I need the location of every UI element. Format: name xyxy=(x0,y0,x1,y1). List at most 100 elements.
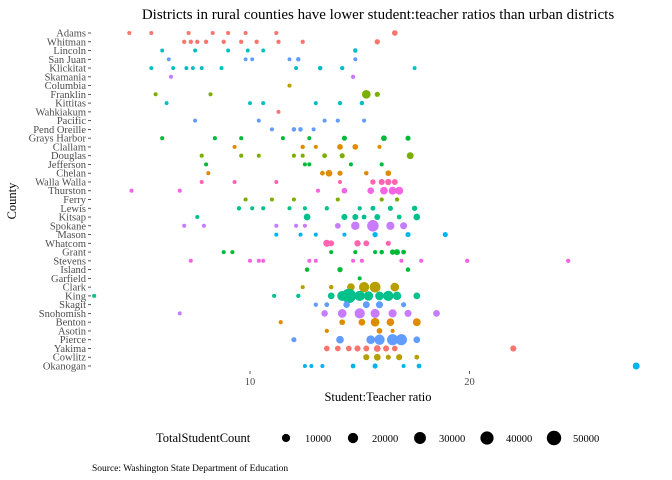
y-tick-label: Grays Harbor xyxy=(29,134,87,145)
data-point xyxy=(313,302,318,307)
legend-size-label: 20000 xyxy=(372,434,398,445)
data-point xyxy=(396,214,402,220)
data-point xyxy=(298,232,303,237)
data-point xyxy=(193,118,198,123)
data-point xyxy=(391,179,398,185)
data-point xyxy=(307,258,312,263)
data-point xyxy=(370,308,380,318)
data-point xyxy=(177,188,182,193)
data-point xyxy=(261,258,266,263)
data-point xyxy=(261,101,266,106)
data-point xyxy=(354,290,365,302)
y-tick-label: Thurston xyxy=(48,186,87,197)
y-tick-label: Benton xyxy=(56,318,87,329)
data-point xyxy=(272,293,277,298)
data-point xyxy=(221,250,226,255)
data-point xyxy=(378,178,385,186)
data-point xyxy=(388,186,397,195)
data-point xyxy=(340,65,345,71)
data-point xyxy=(414,354,420,360)
data-point xyxy=(153,92,158,97)
data-point xyxy=(337,179,343,185)
data-point xyxy=(324,302,330,308)
data-point xyxy=(276,109,281,114)
data-point xyxy=(274,30,279,36)
data-point xyxy=(182,223,187,228)
data-point xyxy=(370,205,376,211)
data-point xyxy=(327,292,335,300)
data-point xyxy=(361,214,367,220)
data-point xyxy=(394,249,400,256)
data-point xyxy=(302,223,307,228)
data-point xyxy=(374,91,380,97)
data-point xyxy=(190,66,195,71)
data-point xyxy=(243,30,248,36)
data-point xyxy=(394,197,400,202)
data-point xyxy=(377,144,382,149)
data-point xyxy=(379,162,384,167)
data-point xyxy=(366,335,376,345)
data-point xyxy=(247,258,253,263)
data-point xyxy=(405,232,411,238)
data-point xyxy=(385,170,392,177)
data-point xyxy=(376,328,383,334)
data-point xyxy=(334,345,341,352)
y-tick-label: Ferry xyxy=(63,195,86,206)
data-point xyxy=(374,39,380,45)
y-tick-label: Mason xyxy=(57,230,86,241)
source-caption: Source: Washington State Department of E… xyxy=(92,463,288,474)
data-point xyxy=(239,39,244,44)
legend-size-key xyxy=(414,432,426,444)
data-point xyxy=(359,100,365,106)
data-point xyxy=(385,240,391,246)
data-point xyxy=(389,249,396,255)
data-point xyxy=(323,239,331,247)
data-point xyxy=(212,136,217,141)
legend-size-label: 30000 xyxy=(439,434,465,445)
data-point xyxy=(416,363,422,369)
data-point xyxy=(201,223,206,228)
data-point xyxy=(317,65,323,71)
y-tick-label: Lincoln xyxy=(53,46,86,57)
data-point xyxy=(345,345,352,352)
data-point xyxy=(361,89,371,99)
data-point xyxy=(353,57,358,62)
data-point xyxy=(298,127,303,132)
y-tick-label: Columbia xyxy=(45,81,87,92)
y-tick-label: Clark xyxy=(63,283,87,294)
x-tick-label: 20 xyxy=(464,377,475,388)
data-point xyxy=(375,301,384,309)
data-point xyxy=(226,48,231,53)
data-point xyxy=(395,334,407,346)
data-point xyxy=(291,197,296,202)
data-point xyxy=(322,153,327,159)
legend-size-label: 10000 xyxy=(305,434,331,445)
data-point xyxy=(391,345,398,352)
data-point xyxy=(329,250,334,255)
data-point xyxy=(335,118,340,123)
data-point xyxy=(405,135,411,141)
x-axis-title: Student:Teacher ratio xyxy=(324,390,431,404)
data-point xyxy=(385,354,391,360)
y-tick-label: Island xyxy=(60,265,86,276)
data-point xyxy=(168,74,174,79)
data-point xyxy=(300,285,305,290)
data-point xyxy=(350,363,356,369)
data-point xyxy=(374,214,381,220)
data-point xyxy=(351,258,356,263)
data-point xyxy=(341,135,347,141)
data-point xyxy=(206,171,211,176)
data-point xyxy=(129,188,134,193)
data-point xyxy=(337,144,343,150)
data-point xyxy=(337,266,343,273)
data-point xyxy=(337,170,343,176)
data-point xyxy=(303,213,311,221)
y-tick-label: Walla Walla xyxy=(35,177,86,188)
data-point xyxy=(510,345,517,352)
legend-title: TotalStudentCount xyxy=(156,431,251,445)
x-axis-ticks: 10 20 xyxy=(245,371,475,388)
data-point xyxy=(387,334,399,346)
data-point xyxy=(182,39,187,44)
data-point xyxy=(199,66,204,71)
y-tick-label: Franklin xyxy=(50,90,86,101)
